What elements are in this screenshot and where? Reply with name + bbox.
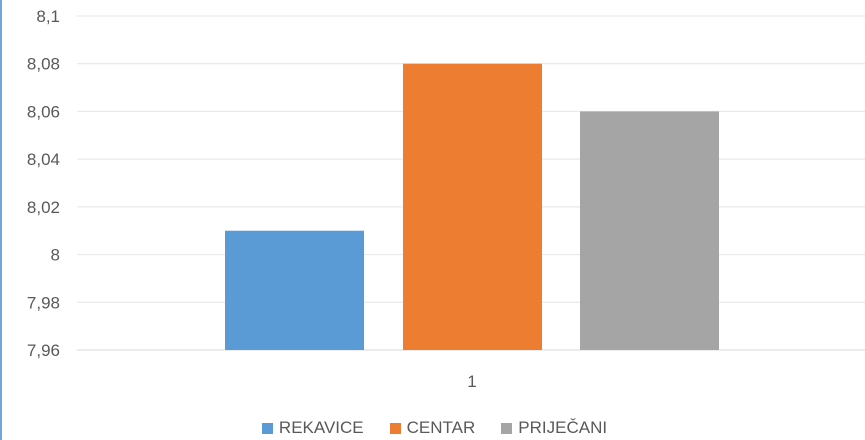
legend-item: CENTAR: [389, 418, 476, 438]
y-tick-label: 8,1: [36, 7, 60, 26]
y-tick-label: 8: [51, 246, 60, 265]
legend-swatch: [501, 422, 513, 434]
legend-item: REKAVICE: [261, 418, 364, 438]
legend-label: PRIJEČANI: [518, 418, 608, 437]
bar-chart: 7,96 7,98 8 8,02 8,04 8,06 8,08 8,1 1: [27, 7, 865, 391]
y-tick-label: 8,06: [27, 102, 60, 121]
legend-item: PRIJEČANI: [501, 418, 607, 438]
y-tick-label: 8,08: [27, 55, 60, 74]
legend-label: REKAVICE: [278, 418, 364, 437]
bar-rekavice: [225, 230, 364, 350]
y-tick-label: 7,98: [27, 293, 60, 312]
x-tick-label: 1: [467, 372, 476, 391]
legend-label: CENTAR: [406, 418, 476, 437]
bar-centar: [403, 63, 542, 350]
chart-legend: REKAVICE CENTAR PRIJEČANI: [2, 418, 865, 438]
y-tick-label: 7,96: [27, 341, 60, 360]
y-tick-label: 8,04: [27, 150, 60, 169]
bar-priječani: [580, 111, 719, 350]
legend-swatch: [261, 422, 273, 434]
legend-swatch: [389, 422, 401, 434]
y-tick-label: 8,02: [27, 198, 60, 217]
